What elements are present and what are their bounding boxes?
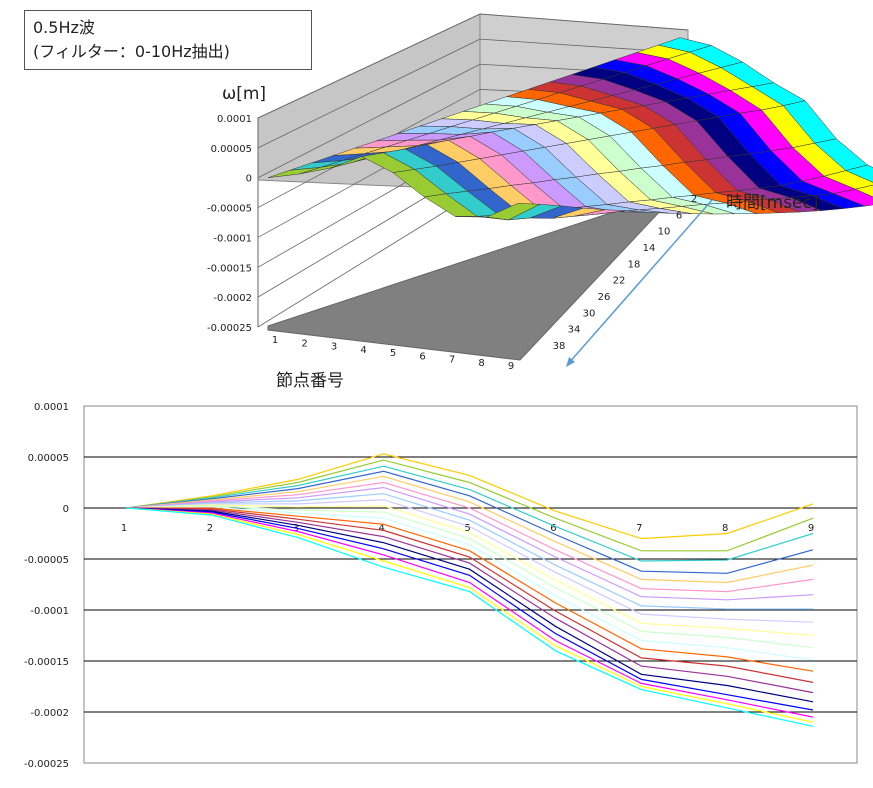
line-series-path bbox=[125, 481, 814, 593]
line-series-path bbox=[125, 453, 814, 540]
back-wall-gridline bbox=[479, 13, 689, 31]
x-axis-label: 節点番号 bbox=[276, 371, 344, 391]
surface-x-tick-label: 2 bbox=[301, 338, 307, 349]
side-wall-gridline bbox=[257, 189, 481, 328]
line-series-path bbox=[125, 507, 814, 718]
plot-area bbox=[83, 405, 858, 764]
line-x-tick-label: 7 bbox=[636, 523, 642, 534]
surface-y-tick-label: 34 bbox=[568, 325, 581, 336]
line-series-path bbox=[125, 507, 814, 727]
surface-y-tick-label: 2 bbox=[691, 194, 697, 205]
line-y-tick-label: -0.00005 bbox=[24, 555, 69, 566]
time-arrow-head bbox=[566, 357, 575, 367]
side-wall-gridline bbox=[257, 13, 481, 119]
line-series-path bbox=[125, 493, 813, 610]
line-series-path bbox=[125, 505, 814, 649]
line-series-path bbox=[125, 459, 814, 552]
line-series-path bbox=[125, 504, 814, 637]
surface-cell bbox=[485, 203, 541, 221]
surface-x-tick-label: 1 bbox=[272, 335, 278, 346]
line-series-path bbox=[126, 507, 814, 672]
surface-z-tick-label: 0.0001 bbox=[217, 114, 252, 125]
line-x-tick-label: 8 bbox=[722, 523, 728, 534]
surface-x-tick-label: 7 bbox=[449, 355, 455, 366]
surface-x-tick-label: 4 bbox=[360, 345, 366, 356]
annotation-line-2: (フィルター：0-10Hz抽出) bbox=[33, 42, 230, 61]
annotation-line-1: 0.5Hz波 bbox=[33, 18, 95, 37]
line-series-path bbox=[125, 486, 814, 601]
surface-z-ticks: 0.0001 0.00005 0 -0.00005 -0.0001 -0.00015 -0.… bbox=[207, 114, 252, 334]
line-x-tick-label: 5 bbox=[464, 523, 470, 534]
line-series-path bbox=[125, 475, 814, 584]
line-y-tick-label: -0.0002 bbox=[30, 708, 69, 719]
line-series-path bbox=[125, 507, 814, 711]
surface-x-tick-label: 9 bbox=[508, 361, 514, 372]
surface-chart: 0.0001 0.00005 0 -0.00005 -0.0001 -0.00015 -0.… bbox=[207, 13, 873, 372]
surface-z-tick-label: -0.0002 bbox=[213, 293, 252, 304]
side-wall-gridline bbox=[257, 63, 481, 179]
line-y-tick-label: -0.0001 bbox=[30, 606, 69, 617]
surface-y-tick-label: 14 bbox=[643, 243, 656, 254]
surface-y-tick-label: 10 bbox=[658, 227, 671, 238]
surface-z-tick-label: 0.00005 bbox=[211, 144, 252, 155]
line-series-path bbox=[125, 507, 814, 683]
surface-cell bbox=[854, 184, 873, 198]
line-x-tick-label: 6 bbox=[550, 523, 556, 534]
surface-y-tick-label: 22 bbox=[613, 276, 626, 287]
surface-z-tick-label: -0.00005 bbox=[207, 204, 252, 215]
surface-z-tick-label: -0.00025 bbox=[207, 323, 252, 334]
line-chart: 0.0001 0.00005 0 -0.00005 -0.0001 -0.00015 -0.… bbox=[24, 402, 858, 770]
surface-y-tick-label: 30 bbox=[583, 308, 596, 319]
surface-y-tick-label: 26 bbox=[598, 292, 611, 303]
line-x-tick-label: 4 bbox=[378, 523, 384, 534]
line-x-tick-label: 1 bbox=[121, 523, 127, 534]
surface-ribbons bbox=[267, 37, 873, 221]
line-y-tick-label: 0.00005 bbox=[28, 453, 69, 464]
line-series-path bbox=[125, 465, 814, 562]
line-series-path bbox=[125, 507, 814, 723]
surface-z-tick-label: 0 bbox=[246, 174, 252, 185]
line-series-path bbox=[125, 507, 814, 703]
line-series-path bbox=[125, 470, 814, 574]
line-y-tick-label: -0.00015 bbox=[24, 657, 69, 668]
line-x-tick-label: 2 bbox=[207, 523, 213, 534]
surface-z-tick-label: -0.0001 bbox=[213, 233, 252, 244]
surface-y-tick-label: 18 bbox=[628, 259, 641, 270]
line-series-path bbox=[125, 499, 814, 623]
line-y-ticks: 0.0001 0.00005 0 -0.00005 -0.0001 -0.00015 -0.… bbox=[24, 402, 69, 770]
annotation-box: 0.5Hz波 (フィルター：0-10Hz抽出) bbox=[24, 10, 312, 70]
surface-x-tick-label: 3 bbox=[331, 342, 337, 353]
line-series bbox=[125, 453, 814, 727]
line-y-tick-label: 0.0001 bbox=[34, 402, 69, 413]
line-x-tick-label: 9 bbox=[808, 523, 814, 534]
line-series-path bbox=[125, 507, 814, 694]
line-y-tick-label: -0.00025 bbox=[24, 759, 69, 770]
line-series-path bbox=[125, 506, 814, 661]
surface-y-tick-label: 38 bbox=[553, 341, 566, 352]
surface-x-ticks: 1 2 3 4 5 6 7 8 9 bbox=[272, 335, 514, 372]
surface-z-tick-label: -0.00015 bbox=[207, 263, 252, 274]
surface-x-tick-label: 6 bbox=[419, 351, 425, 362]
y-axis-label: 時間[msec] bbox=[726, 193, 819, 213]
time-arrow-line bbox=[567, 199, 713, 365]
z-axis-label: ω[m] bbox=[222, 84, 267, 104]
floor-plane bbox=[267, 189, 681, 361]
line-y-tick-label: 0 bbox=[63, 504, 69, 515]
surface-y-tick-label: 6 bbox=[676, 210, 682, 221]
side-wall-gridline bbox=[257, 38, 481, 149]
surface-x-tick-label: 8 bbox=[478, 358, 484, 369]
surface-x-tick-label: 5 bbox=[390, 348, 396, 359]
